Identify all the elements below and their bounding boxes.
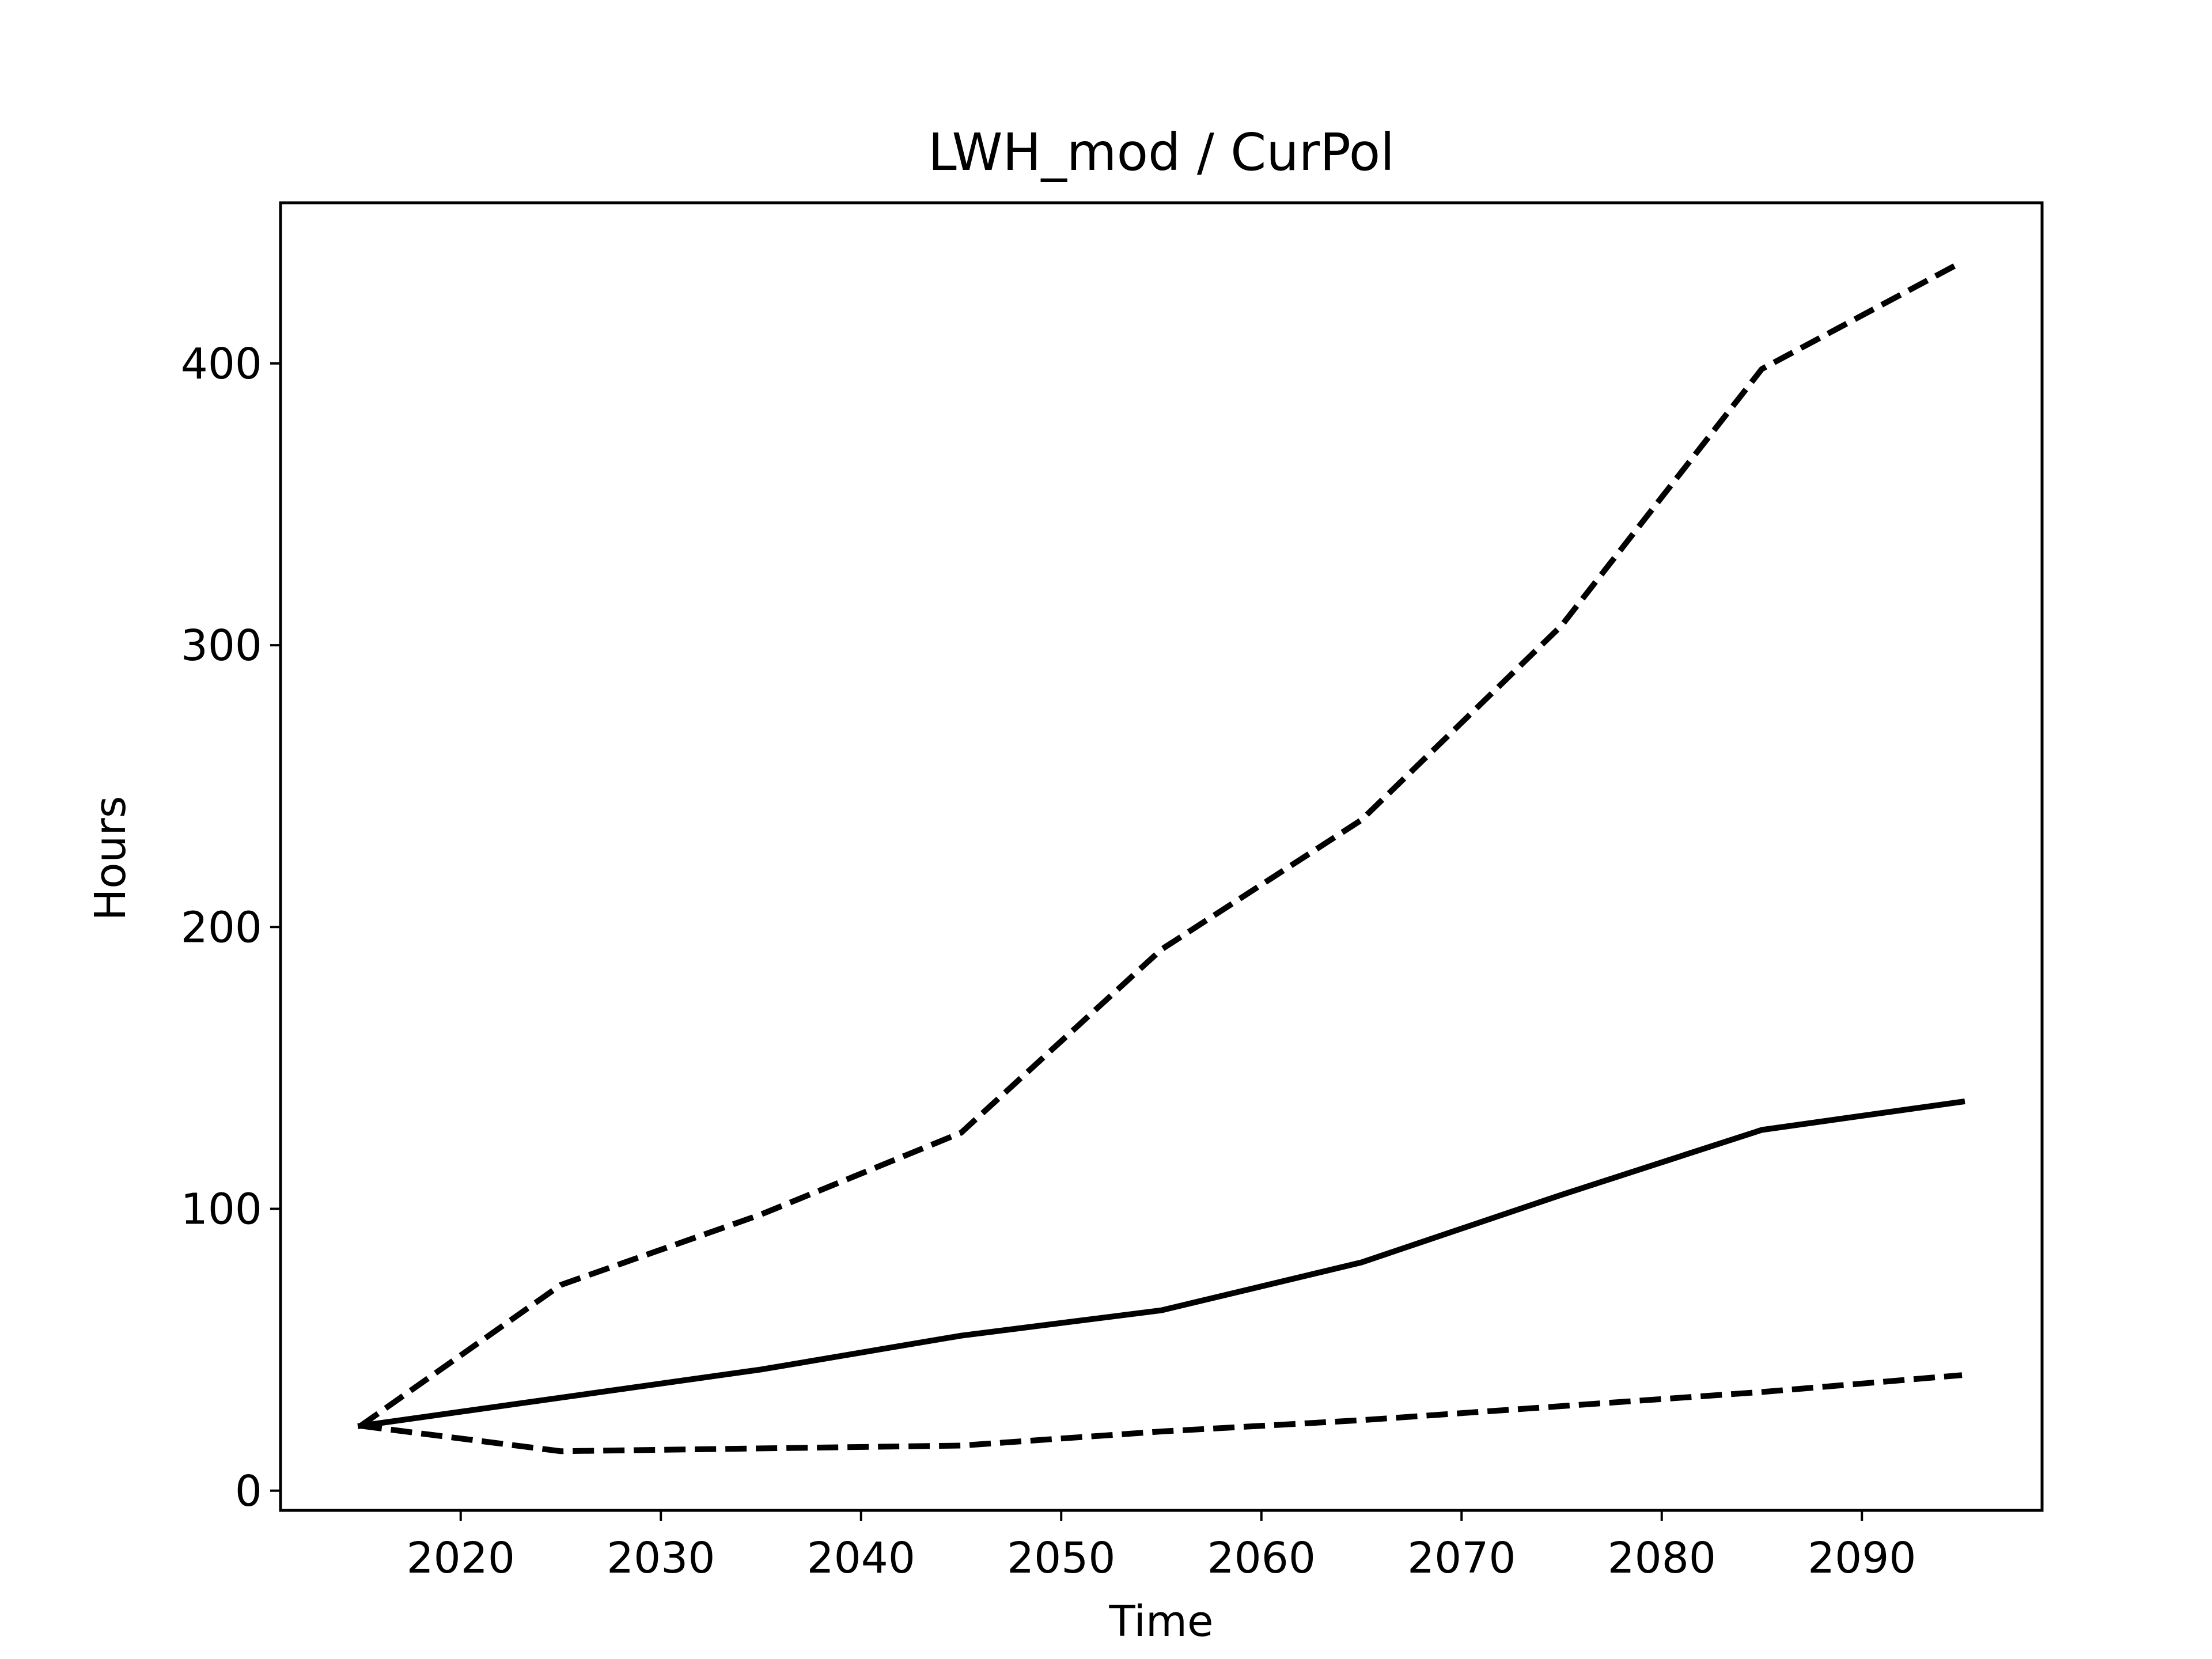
y-tick-label: 300 [181, 621, 262, 671]
y-tick-label: 100 [181, 1185, 262, 1234]
y-tick-label: 200 [181, 903, 262, 952]
plot-area-frame [279, 201, 2044, 1512]
x-tick-label: 2020 [407, 1533, 515, 1583]
y-axis: 0 100 200 300 400 [181, 339, 281, 1516]
x-axis-title: Time [1108, 1597, 1213, 1646]
y-tick-label: 400 [181, 339, 262, 389]
x-tick-label: 2050 [1007, 1533, 1115, 1583]
y-tick-label: 0 [235, 1467, 262, 1516]
series-line-2-solid [357, 1098, 1965, 1429]
x-tick-label: 2030 [607, 1533, 715, 1583]
x-tick-label: 2090 [1808, 1533, 1916, 1583]
series-layer [357, 259, 1965, 1455]
x-tick-label: 2070 [1407, 1533, 1516, 1583]
x-tick-label: 2060 [1207, 1533, 1316, 1583]
chart-title: LWH_mod / CurPol [928, 122, 1395, 182]
x-axis: 2020 2030 2040 2050 2060 2070 2080 2090 [407, 1510, 1916, 1583]
series-line-3-dashed [360, 1372, 1963, 1455]
x-tick-label: 2080 [1608, 1533, 1716, 1583]
x-tick-label: 2040 [807, 1533, 915, 1583]
y-axis-title: Hours [86, 796, 135, 921]
series-line-1-dashed [359, 259, 1964, 1429]
